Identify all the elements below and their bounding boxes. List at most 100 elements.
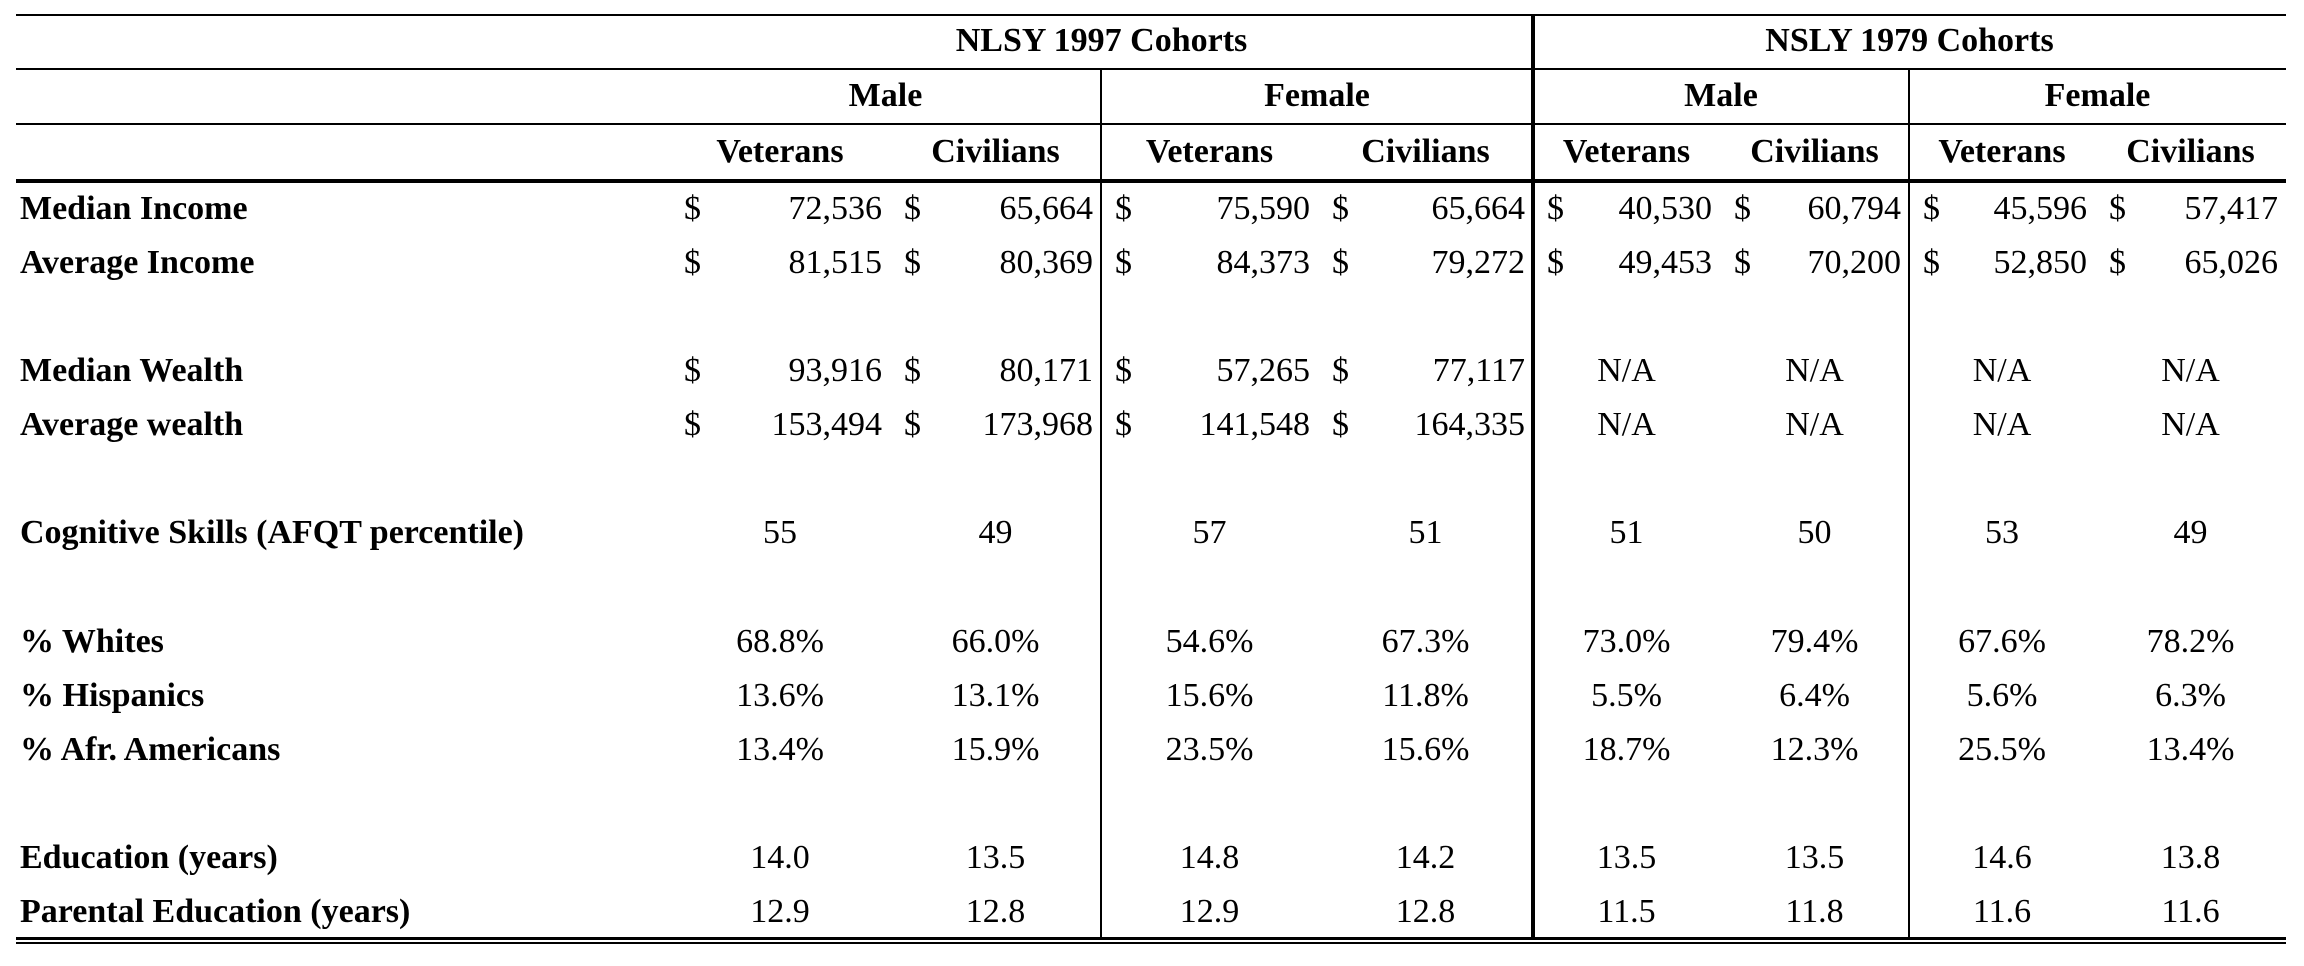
table-cell: 51 — [1609, 514, 1644, 551]
table-cell: 12.9 — [750, 893, 810, 930]
sex-divider — [1908, 68, 1910, 937]
table-cell: 12.8 — [965, 893, 1026, 930]
table-cell: $49,453 — [1533, 238, 1720, 288]
table-cell: 68.8% — [736, 623, 824, 660]
table-cell: $60,794 — [1720, 184, 1909, 234]
cell-value: 80,171 — [999, 352, 1094, 389]
table-cell: 12.8 — [1395, 893, 1456, 930]
table-cell: N/A — [1785, 406, 1844, 443]
column-header-civilians: Civilians — [1750, 132, 1879, 170]
table-cell: $52,850 — [1909, 238, 2095, 288]
table-cell: 11.8 — [1785, 893, 1844, 930]
table-cell: 13.5 — [965, 839, 1026, 876]
currency-symbol: $ — [1115, 406, 1132, 443]
table-cell: N/A — [2161, 406, 2220, 443]
cell-value: 49,453 — [1618, 244, 1713, 281]
currency-symbol: $ — [1115, 244, 1132, 281]
table-cell: N/A — [1597, 406, 1656, 443]
table-cell: $57,417 — [2095, 184, 2286, 234]
table-cell: $70,200 — [1720, 238, 1909, 288]
table-cell: 15.9% — [951, 731, 1040, 768]
table-cell: 67.3% — [1381, 623, 1470, 660]
table-cell: N/A — [1972, 352, 2032, 389]
table-cell: $173,968 — [890, 400, 1101, 450]
cell-value: 80,369 — [999, 244, 1094, 281]
table-cell: 49 — [978, 514, 1013, 551]
cell-value: 141,548 — [1199, 406, 1311, 443]
column-header-veterans: Veterans — [1938, 132, 2066, 170]
table-cell: N/A — [1597, 352, 1656, 389]
row-label: % Hispanics — [20, 677, 205, 714]
column-header-veterans: Veterans — [1562, 132, 1691, 170]
sex-header-female: Female — [1264, 76, 1370, 114]
currency-symbol: $ — [2109, 190, 2126, 227]
cell-value: 173,968 — [982, 406, 1094, 443]
table-cell: 11.8% — [1382, 677, 1469, 714]
table-cell: 11.6 — [1972, 893, 2032, 930]
table-cell: $80,369 — [890, 238, 1101, 288]
currency-symbol: $ — [1332, 352, 1349, 389]
cell-value: 164,335 — [1414, 406, 1526, 443]
currency-symbol: $ — [684, 406, 701, 443]
table-cell: 13.5 — [1596, 839, 1657, 876]
table-cell: 6.3% — [2155, 677, 2226, 714]
cell-value: 65,664 — [999, 190, 1094, 227]
cell-value: 77,117 — [1432, 352, 1525, 389]
table-cell: 18.7% — [1582, 731, 1671, 768]
table-cell: $79,272 — [1318, 238, 1533, 288]
row-label: Average wealth — [20, 406, 244, 443]
currency-symbol: $ — [1332, 406, 1349, 443]
table-cell: 14.8 — [1179, 839, 1240, 876]
sex-divider — [1100, 68, 1102, 937]
table-cell: 50 — [1797, 514, 1832, 551]
currency-symbol: $ — [904, 244, 921, 281]
table-cell: $65,664 — [1318, 184, 1533, 234]
table-cell: $72,536 — [670, 184, 890, 234]
currency-symbol: $ — [1115, 352, 1132, 389]
group-header-rule — [16, 68, 2286, 70]
table-cell: $40,530 — [1533, 184, 1720, 234]
table-cell: $45,596 — [1909, 184, 2095, 234]
cell-value: 75,590 — [1216, 190, 1311, 227]
currency-symbol: $ — [1923, 244, 1940, 281]
cell-value: 40,530 — [1618, 190, 1713, 227]
cell-value: 70,200 — [1807, 244, 1902, 281]
row-label: Average Income — [20, 244, 255, 281]
row-label: Median Income — [20, 190, 248, 227]
table-cell: 66.0% — [951, 623, 1040, 660]
cell-value: 72,536 — [788, 190, 883, 227]
table-cell: 13.6% — [736, 677, 824, 714]
currency-symbol: $ — [1115, 190, 1132, 227]
table-cell: 5.5% — [1591, 677, 1662, 714]
cohort-header: NSLY 1979 Cohorts — [1765, 22, 2054, 59]
currency-symbol: $ — [684, 190, 701, 227]
table-cell: $65,026 — [2095, 238, 2286, 288]
currency-symbol: $ — [904, 406, 921, 443]
cell-value: 45,596 — [1993, 190, 2088, 227]
table-cell: 6.4% — [1779, 677, 1850, 714]
table-cell: 12.9 — [1179, 893, 1240, 930]
currency-symbol: $ — [1332, 190, 1349, 227]
cell-value: 153,494 — [771, 406, 883, 443]
currency-symbol: $ — [1547, 244, 1564, 281]
column-header-civilians: Civilians — [1361, 132, 1490, 170]
cell-value: 57,417 — [2184, 190, 2279, 227]
table-cell: 67.6% — [1958, 623, 2046, 660]
table-cell: N/A — [1785, 352, 1844, 389]
table-cell: 51 — [1408, 514, 1443, 551]
cell-value: 52,850 — [1993, 244, 2088, 281]
table-cell: 23.5% — [1165, 731, 1254, 768]
currency-symbol: $ — [2109, 244, 2126, 281]
table-cell: 54.6% — [1165, 623, 1254, 660]
currency-symbol: $ — [1547, 190, 1564, 227]
table-cell: 13.4% — [2146, 731, 2235, 768]
table-cell: 13.1% — [951, 677, 1040, 714]
table-cell: 11.5 — [1597, 893, 1656, 930]
table-cell: 55 — [763, 514, 797, 551]
table-cell: 73.0% — [1582, 623, 1671, 660]
cell-value: 79,272 — [1431, 244, 1526, 281]
row-label: Cognitive Skills (AFQT percentile) — [20, 514, 525, 551]
sex-header-female: Female — [2044, 76, 2151, 114]
table-cell: 25.5% — [1958, 731, 2046, 768]
row-label: Median Wealth — [20, 352, 244, 389]
